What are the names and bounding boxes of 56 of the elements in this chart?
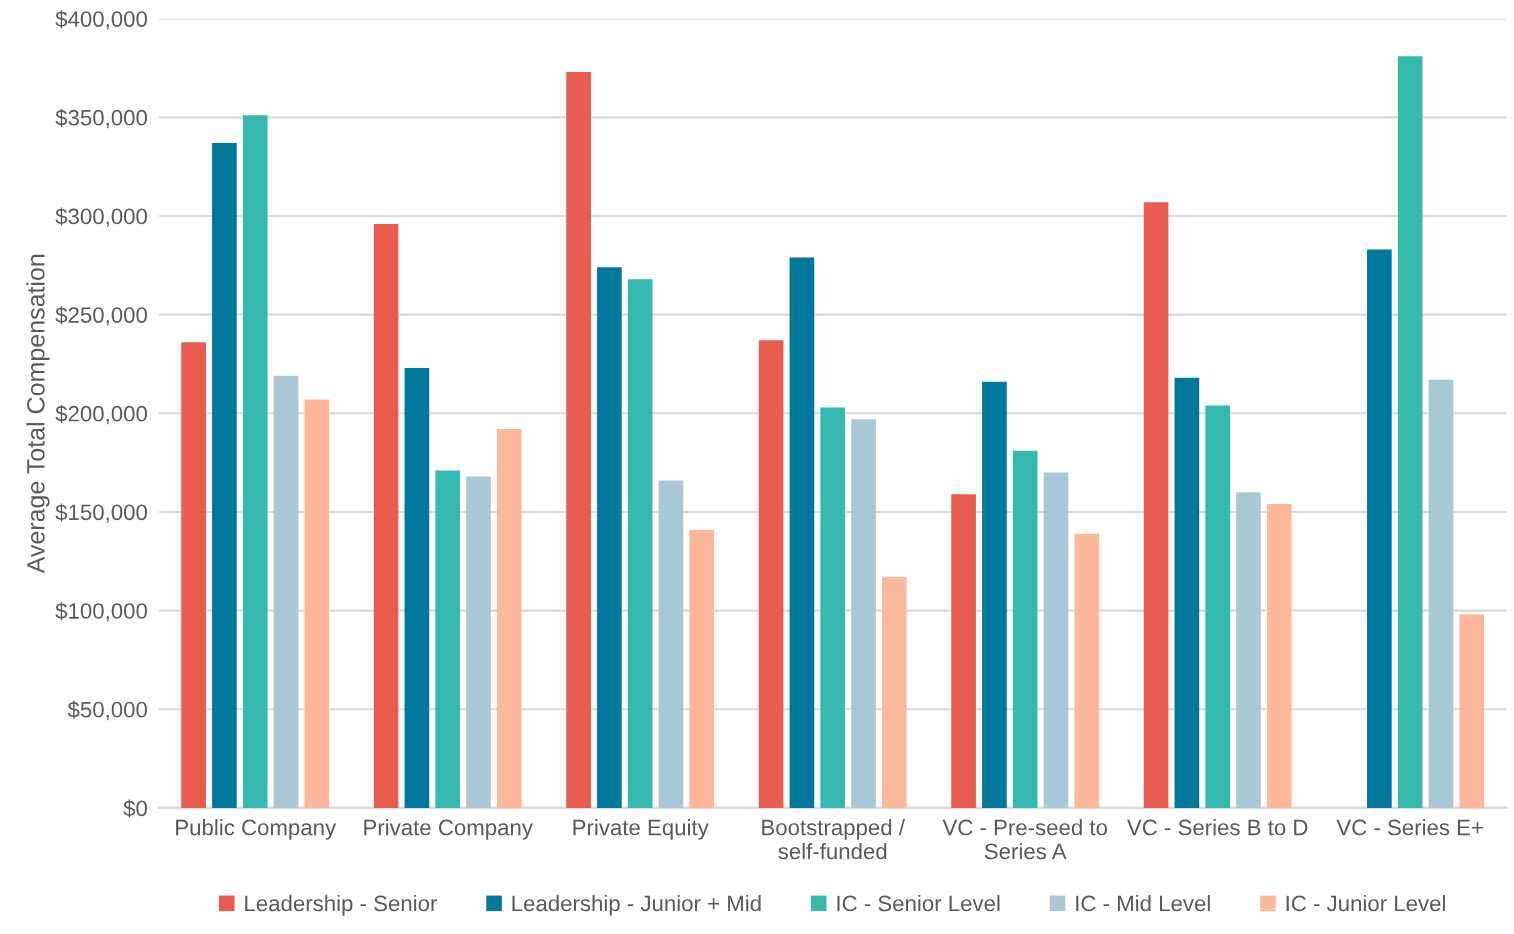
bar — [881, 577, 907, 808]
bar — [1428, 379, 1454, 808]
y-tick-label: $250,000 — [55, 306, 147, 326]
x-tick-label: VC - Pre-seed to Series A — [942, 819, 1108, 860]
y-tick-label: $100,000 — [55, 602, 147, 622]
legend-label: IC - Senior Level — [837, 894, 1000, 912]
bar — [273, 375, 299, 808]
y-tick-label: $400,000 — [55, 10, 147, 30]
bar — [1266, 504, 1292, 808]
legend-label: Leadership - Junior + Mid — [512, 894, 761, 916]
y-tick-label: $350,000 — [55, 108, 147, 129]
bar — [1143, 202, 1169, 808]
bar — [212, 142, 237, 808]
x-tick-label: VC - Series B to D — [1127, 819, 1308, 836]
x-tick-label: Private Equity — [573, 819, 709, 840]
x-tick-label: VC - Series E+ — [1336, 819, 1483, 836]
bar — [658, 480, 684, 808]
y-tick-label: $200,000 — [55, 404, 147, 425]
legend-label: IC - Mid Level — [1076, 894, 1210, 912]
bar — [435, 470, 461, 808]
y-axis-title: Average Total Compensation — [26, 254, 50, 574]
bar — [982, 381, 1007, 808]
bar — [566, 71, 591, 808]
legend-label: IC - Junior Level — [1286, 894, 1445, 912]
y-tick-label: $300,000 — [55, 207, 147, 227]
bar — [304, 399, 330, 808]
bar — [758, 340, 784, 808]
bar — [496, 429, 522, 808]
bar — [851, 419, 876, 808]
y-tick-label: $150,000 — [55, 503, 147, 523]
bar — [1397, 56, 1423, 808]
bar — [951, 494, 976, 808]
bar — [1043, 472, 1069, 808]
bar — [1205, 405, 1231, 808]
bar — [627, 279, 653, 808]
bar — [373, 223, 399, 808]
bar — [1367, 249, 1392, 808]
bar — [181, 342, 206, 808]
x-tick-label: Bootstrapped / self-funded — [762, 819, 905, 860]
bar — [1236, 492, 1261, 808]
bar — [1459, 614, 1485, 808]
y-tick-label: $50,000 — [67, 700, 147, 721]
bar — [689, 529, 715, 808]
bar — [1012, 450, 1038, 808]
bar — [597, 267, 622, 808]
bar — [466, 476, 491, 808]
x-tick-label: Public Company — [176, 819, 337, 840]
x-tick-label: Private Company — [364, 819, 533, 840]
legend-label: Leadership - Senior — [245, 894, 438, 916]
bar — [242, 115, 268, 808]
y-tick-label: $0 — [123, 799, 147, 818]
bar — [404, 367, 430, 808]
bar — [1174, 377, 1200, 808]
bar — [820, 407, 846, 808]
bar — [1074, 533, 1100, 808]
bar — [789, 257, 815, 808]
